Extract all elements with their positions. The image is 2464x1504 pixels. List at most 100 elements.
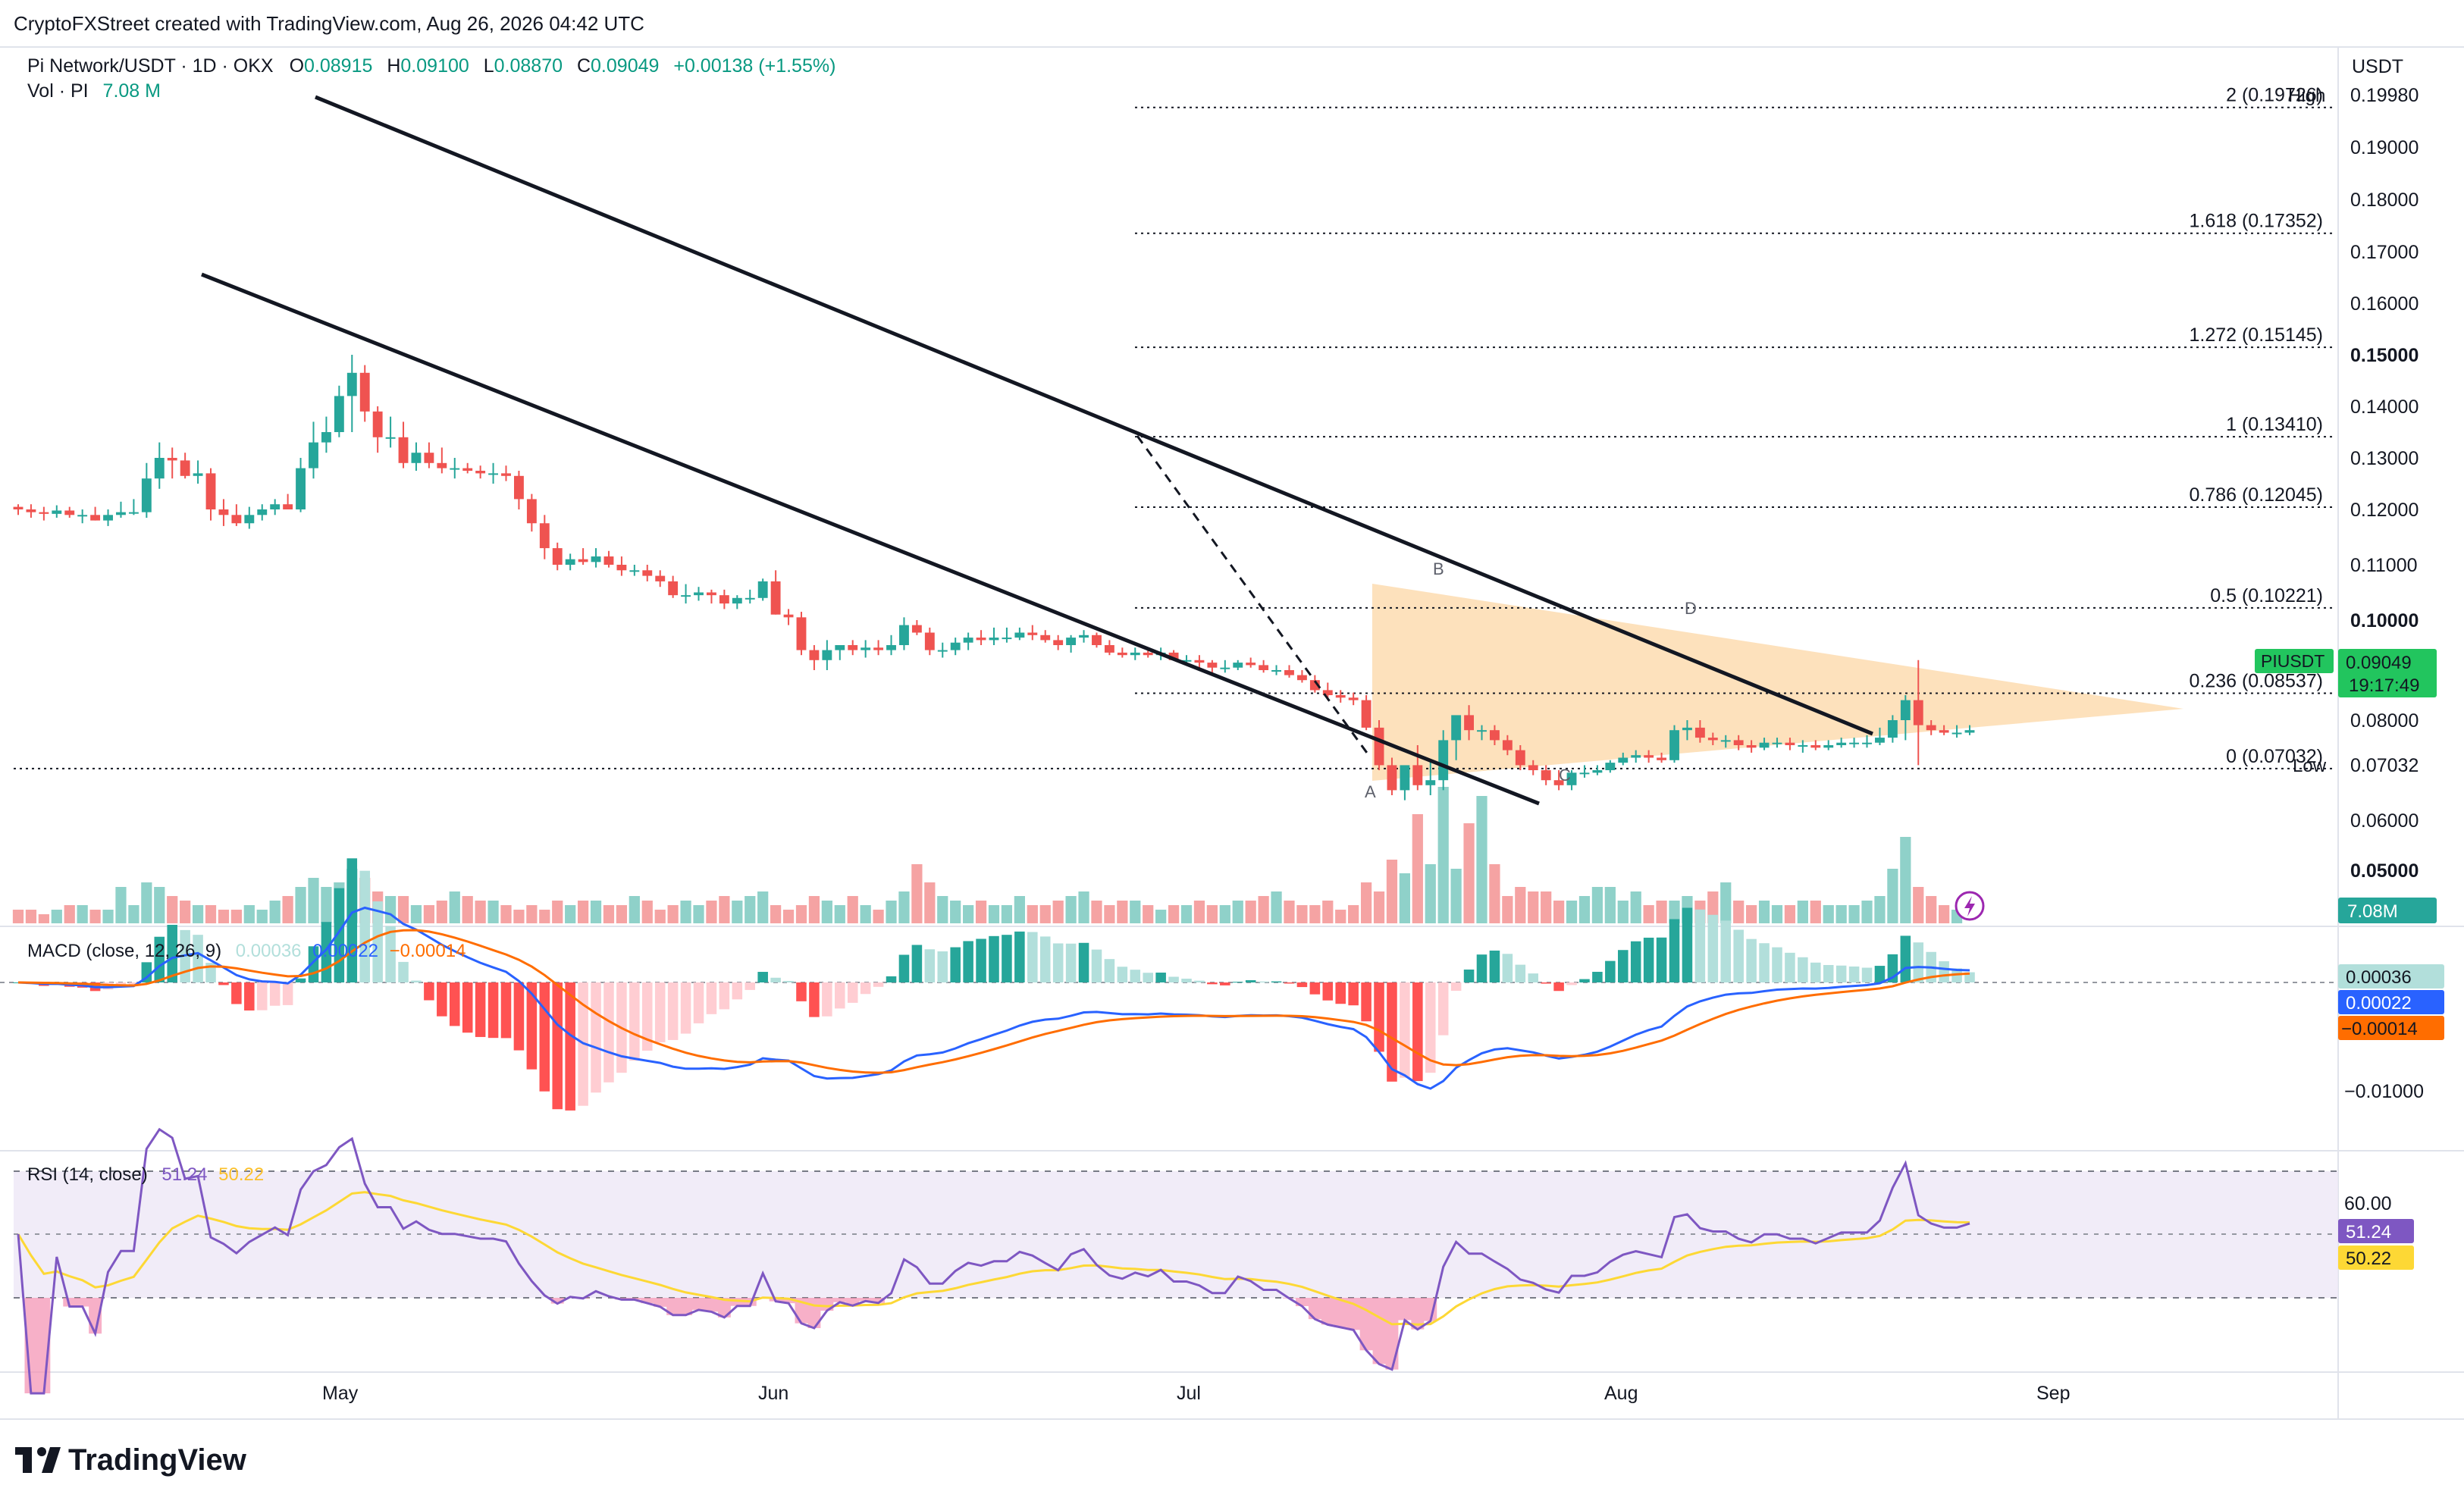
symbol-badge: PIUSDT [2261, 651, 2324, 671]
rsi-legend: RSI (14, close) 51.24 50.22 [27, 1164, 264, 1185]
candle [552, 548, 563, 565]
candle [1027, 632, 1038, 635]
price-tick: 0.16000 [2350, 293, 2419, 315]
candle [1477, 730, 1487, 732]
candle [911, 625, 922, 633]
candle [655, 575, 666, 581]
macd-hist-bar [398, 961, 409, 982]
rsi-band [14, 1171, 2338, 1298]
macd-hist-bar [500, 982, 512, 1039]
candle [1284, 670, 1294, 675]
volume-bar [745, 896, 756, 923]
volume-bar [1566, 901, 1578, 923]
macd-hist-bar [565, 982, 575, 1111]
macd-hist-bar [1489, 950, 1500, 982]
volume-bar [1412, 814, 1423, 923]
candle [861, 647, 871, 650]
fib-extension[interactable]: 2 (0.19726) 1.618 (0.17352) 1.272 (0.15145… [14, 85, 2335, 769]
candle [1079, 634, 1089, 638]
candle [1798, 745, 1808, 747]
candle [1887, 720, 1898, 738]
symbol-badge-bg [2255, 649, 2334, 673]
macd-hist-bar [591, 982, 601, 1093]
candle [1335, 695, 1346, 698]
volume-bar [1258, 896, 1269, 923]
price-tick: 0.12000 [2350, 500, 2419, 521]
volume-bar [384, 896, 397, 923]
macd-hist-bar [1515, 964, 1526, 982]
volume-bar [1578, 896, 1591, 923]
volume-bar [1874, 896, 1886, 923]
volume-bar [1926, 896, 1937, 923]
time-tick-aug[interactable]: Aug [1604, 1383, 1638, 1404]
candle [1322, 690, 1333, 695]
time-tick-sep[interactable]: Sep [2036, 1383, 2070, 1404]
candle [1528, 765, 1538, 770]
macd-hist-bar [1027, 932, 1038, 982]
candle [1785, 742, 1795, 745]
candle [1644, 755, 1654, 758]
volume-bar [1180, 905, 1193, 923]
volume-bar [230, 910, 242, 923]
lightning-icon[interactable] [1955, 891, 1985, 921]
volume-bar [565, 905, 576, 923]
candle [26, 509, 36, 512]
candle [603, 556, 614, 565]
volume-bar [963, 905, 974, 923]
volume-bar [1155, 910, 1167, 923]
legend-h-label: H [387, 55, 400, 77]
candle [346, 372, 357, 396]
descending-channel[interactable] [201, 95, 1873, 806]
macd-hist-bar [719, 982, 730, 1010]
volume-bar [654, 910, 666, 923]
currency-label[interactable]: USDT [2352, 56, 2403, 77]
volume-bar [667, 905, 679, 923]
volume-bar [526, 905, 538, 923]
volume-bar [295, 887, 306, 923]
macd-hist-bar [898, 954, 910, 982]
volume-bar [436, 901, 447, 923]
volume-bar [808, 896, 820, 923]
candle [681, 595, 691, 597]
volume-bar [1810, 901, 1821, 923]
tradingview-logo[interactable]: TradingView [15, 1443, 247, 1477]
volume-bar [847, 896, 858, 923]
candle [475, 471, 486, 474]
volume-bar [115, 887, 127, 923]
ohlc-legend: Pi Network/USDT · 1D · OKX O0.08915 H0.0… [27, 55, 835, 102]
triangle-pattern[interactable] [1372, 584, 2183, 781]
candle [616, 565, 627, 571]
candle [1412, 765, 1423, 785]
candle [1657, 757, 1667, 760]
candle [848, 645, 858, 650]
macd-hist-bar [770, 977, 781, 982]
macd-hist-bar [372, 901, 383, 982]
macd-hist-bar [411, 980, 422, 982]
time-tick-jun[interactable]: Jun [758, 1383, 788, 1404]
time-tick-jul[interactable]: Jul [1177, 1383, 1201, 1404]
volume-bar [795, 905, 807, 923]
volume-bar [732, 901, 743, 923]
candle [1862, 742, 1872, 744]
macd-hist-bar [1143, 973, 1153, 982]
candle [1246, 663, 1256, 666]
volume-bar [641, 901, 653, 923]
candle [1913, 700, 1923, 725]
macd-value: 0.00022 [312, 941, 378, 961]
time-tick-may[interactable]: May [322, 1383, 359, 1404]
price-axis[interactable]: 0.19000 0.18000 0.17000 0.16000 0.15000 0.140… [2350, 137, 2419, 882]
candle [180, 460, 190, 476]
candle [1259, 665, 1269, 670]
high-value: 0.19980 [2350, 85, 2419, 106]
price-tick: 0.10000 [2350, 610, 2419, 631]
macd-hist-bar [449, 982, 460, 1026]
candle [770, 581, 781, 615]
price-tick: 0.05000 [2350, 860, 2419, 882]
volume-bar [1399, 873, 1411, 923]
volume-bar [1130, 901, 1141, 923]
candle [950, 642, 961, 650]
candle [1387, 765, 1397, 791]
macd-hist-bar [539, 982, 550, 1092]
volume-bar [128, 905, 140, 923]
